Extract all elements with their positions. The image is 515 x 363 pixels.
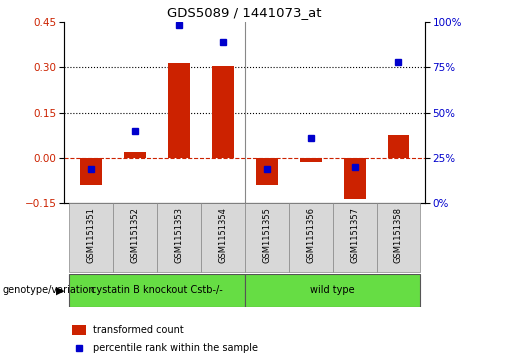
Title: GDS5089 / 1441073_at: GDS5089 / 1441073_at (167, 6, 322, 19)
Bar (245, 274, 420, 307)
Text: GSM1151351: GSM1151351 (86, 207, 95, 262)
Text: GSM1151353: GSM1151353 (174, 207, 183, 263)
Text: GSM1151358: GSM1151358 (394, 207, 403, 263)
Bar (72, 325, 86, 335)
Bar (333, 203, 376, 272)
Text: percentile rank within the sample: percentile rank within the sample (93, 343, 258, 353)
Bar (288, 203, 333, 272)
Bar (124, 152, 146, 158)
Text: ▶: ▶ (56, 285, 64, 295)
Text: GSM1151355: GSM1151355 (262, 207, 271, 262)
Bar (157, 203, 201, 272)
Bar (300, 158, 321, 163)
Text: GSM1151352: GSM1151352 (130, 207, 139, 262)
Bar (376, 203, 420, 272)
Text: genotype/variation: genotype/variation (3, 285, 95, 295)
Text: wild type: wild type (310, 285, 355, 295)
Bar (255, 158, 278, 185)
Bar (168, 62, 190, 158)
Text: GSM1151357: GSM1151357 (350, 207, 359, 263)
Bar (69, 274, 245, 307)
Bar (69, 203, 113, 272)
Text: transformed count: transformed count (93, 325, 184, 335)
Bar (344, 158, 366, 199)
Text: GSM1151354: GSM1151354 (218, 207, 227, 262)
Bar (80, 158, 102, 185)
Text: cystatin B knockout Cstb-/-: cystatin B knockout Cstb-/- (91, 285, 222, 295)
Bar (212, 66, 234, 158)
Bar (245, 203, 288, 272)
Bar (201, 203, 245, 272)
Bar (113, 203, 157, 272)
Bar (387, 135, 409, 158)
Text: GSM1151356: GSM1151356 (306, 207, 315, 263)
